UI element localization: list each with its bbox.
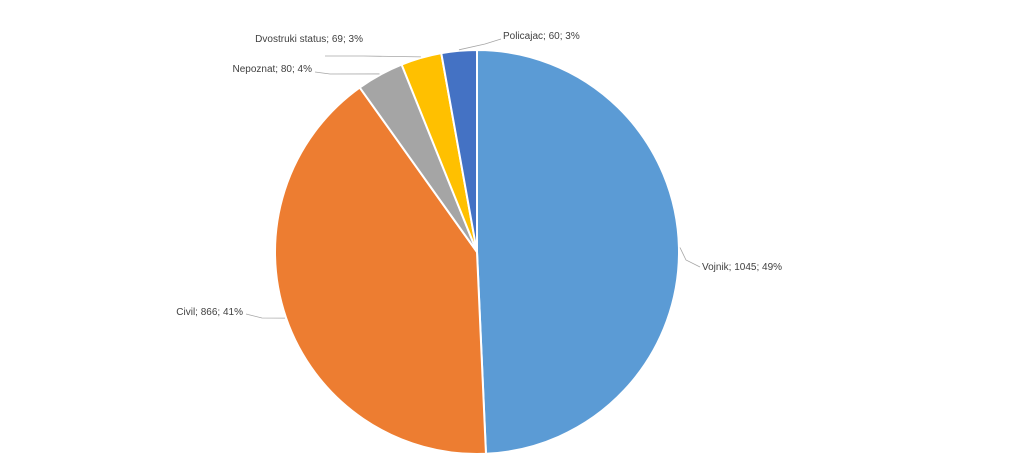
data-label-vojnik: Vojnik; 1045; 49% — [702, 262, 782, 273]
data-label-nepoznat: Nepoznat; 80; 4% — [233, 64, 313, 75]
leader-line-vojnik — [679, 247, 701, 268]
leader-lines — [245, 38, 701, 319]
leader-line-policajac — [458, 38, 502, 51]
data-label-dvostruki-status: Dvostruki status; 69; 3% — [255, 34, 363, 45]
data-label-civil: Civil; 866; 41% — [176, 307, 243, 318]
data-labels: Vojnik; 1045; 49% Civil; 866; 41% Nepoznat… — [176, 31, 782, 318]
pie-slice-vojnik — [476, 48, 680, 455]
pie-slice-civil — [274, 86, 488, 455]
data-label-policajac: Policajac; 60; 3% — [503, 31, 580, 42]
leader-line-civil — [245, 313, 286, 319]
leader-line-nepoznat — [314, 71, 380, 75]
leader-line-dvostruki-status — [325, 55, 421, 58]
pie-slice-policajac — [440, 48, 478, 253]
pie-slices — [274, 48, 680, 455]
